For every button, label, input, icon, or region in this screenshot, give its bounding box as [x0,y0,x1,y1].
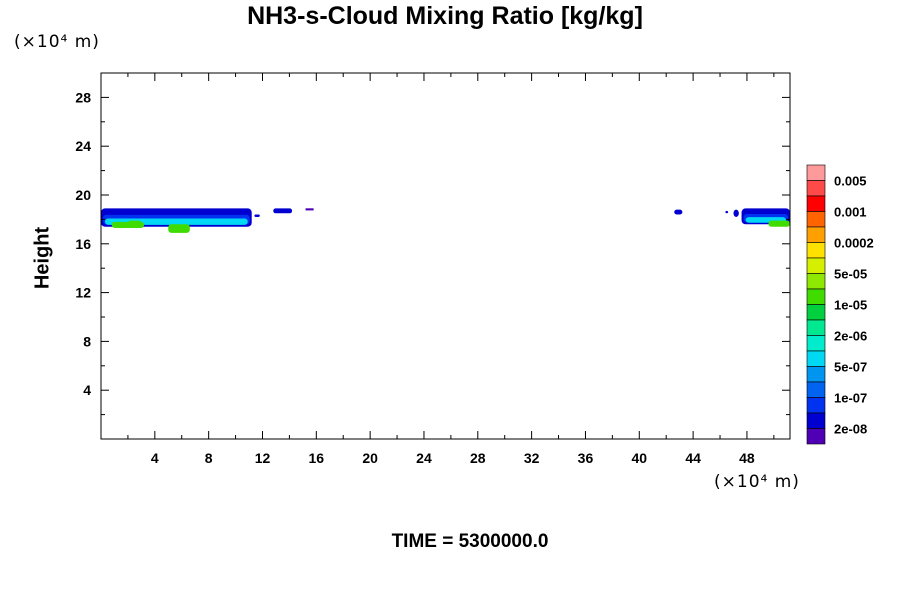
colorbar: 0.005 0.001 0.0002 5e-05 1e-05 2e-06 5e-07 1e-0… [806,164,874,445]
cloud-region-outer [273,208,293,214]
colorbar-swatch [806,428,826,445]
colorbar-label: 2e-06 [834,329,867,344]
colorbar-swatch [806,366,826,383]
colorbar-swatch [806,242,826,259]
y-tick-label: 8 [83,333,91,349]
colorbar-swatch [806,211,826,228]
y-tick-label: 24 [75,138,91,154]
x-tick-label: 28 [470,450,486,466]
y-axis-unit: (×10⁴ m) [14,32,100,52]
colorbar-swatch [806,164,826,181]
colorbar-swatch [806,273,826,290]
cloud-region-outer [725,210,729,214]
y-tick-label: 12 [75,285,91,301]
x-tick-label: 40 [631,450,647,466]
colorbar-swatch [806,319,826,336]
cloud-region-outer [674,209,683,215]
colorbar-swatch [806,195,826,212]
colorbar-swatch [806,397,826,414]
colorbar-swatch [806,226,826,243]
x-tick-label: 8 [205,450,213,466]
colorbar-label: 0.0002 [834,236,874,251]
cloud-region-outer [254,214,260,217]
cloud-core [168,224,190,233]
y-tick-label: 28 [75,89,91,105]
colorbar-label: 2e-08 [834,422,867,437]
x-tick-label: 24 [416,450,432,466]
y-tick-label: 4 [83,382,91,398]
cloud-region-outer [733,209,739,217]
colorbar-label: 0.001 [834,205,867,220]
colorbar-label: 5e-05 [834,267,867,282]
cloud-core [127,220,142,226]
colorbar-swatch [806,180,826,197]
colorbar-label: 5e-07 [834,360,867,375]
colorbar-label: 1e-05 [834,298,867,313]
x-tick-label: 48 [739,450,755,466]
x-tick-label: 36 [578,450,594,466]
time-label: TIME = 5300000.0 [391,531,549,552]
x-tick-label: 4 [151,450,159,466]
chart-title: NH3-s-Cloud Mixing Ratio [kg/kg] [247,2,643,30]
y-tick-label: 20 [75,187,91,203]
colorbar-swatch [806,381,826,398]
colorbar-swatch [806,335,826,352]
cloud-layer [101,208,790,233]
x-tick-label: 44 [685,450,701,466]
x-tick-label: 20 [362,450,378,466]
colorbar-swatch [806,257,826,274]
x-tick-label: 32 [524,450,540,466]
y-tick-label: 16 [75,236,91,252]
plot-frame [100,72,791,440]
colorbar-swatch [806,412,826,429]
colorbar-label: 0.005 [834,174,867,189]
colorbar-swatch [806,304,826,321]
cloud-core [768,220,790,227]
colorbar-swatch [806,288,826,305]
colorbar-swatch [806,350,826,367]
x-tick-label: 12 [255,450,271,466]
colorbar-label: 1e-07 [834,391,867,406]
x-axis-unit: (×10⁴ m) [714,472,800,492]
x-tick-label: 16 [309,450,325,466]
cloud-fragment [305,208,314,211]
